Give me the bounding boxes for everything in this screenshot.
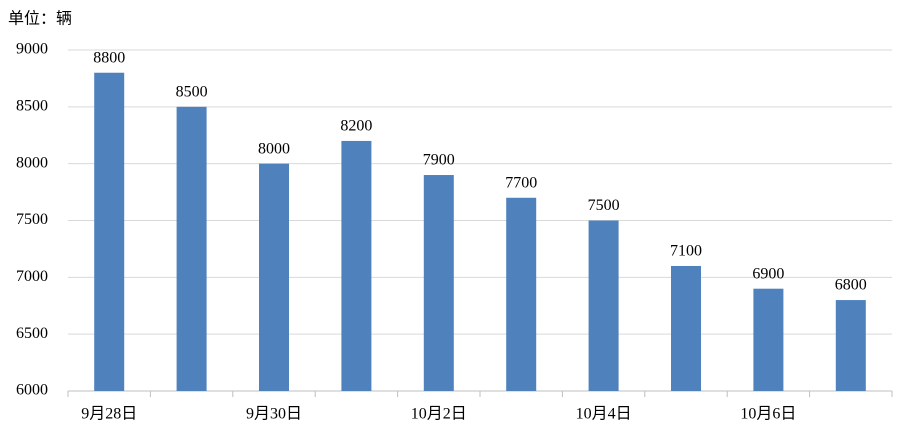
- bar: [588, 220, 619, 391]
- x-tick-label: 10月2日: [411, 406, 467, 423]
- y-tick-label: 6500: [16, 325, 48, 342]
- data-label: 8000: [258, 140, 290, 157]
- x-tick-label: 9月28日: [81, 406, 137, 423]
- y-tick-label: 9000: [16, 41, 48, 58]
- y-tick-label: 7000: [16, 268, 48, 285]
- data-label: 7900: [423, 152, 455, 169]
- bar: [423, 175, 454, 391]
- data-label: 7700: [505, 174, 537, 191]
- data-label: 8200: [340, 118, 372, 135]
- bar: [341, 140, 372, 391]
- bar: [259, 163, 289, 391]
- data-label: 6800: [835, 277, 867, 294]
- y-tick-label: 8000: [16, 154, 48, 171]
- bar: [506, 197, 537, 391]
- y-tick-label: 7500: [16, 211, 48, 228]
- data-label: 8500: [176, 84, 208, 101]
- bar: [176, 106, 207, 391]
- data-label: 7100: [670, 243, 702, 260]
- unit-label: 单位：辆: [8, 10, 72, 28]
- x-tick-label: 10月4日: [576, 406, 632, 423]
- data-label: 7500: [588, 197, 620, 214]
- bar: [671, 265, 701, 391]
- y-tick-label: 6000: [16, 382, 48, 399]
- bar: [94, 72, 125, 391]
- x-tick-label: 9月30日: [246, 406, 302, 423]
- data-label: 8800: [93, 49, 125, 66]
- x-tick-label: 10月6日: [740, 406, 796, 423]
- y-tick-label: 8500: [16, 98, 48, 115]
- data-label: 6900: [752, 265, 784, 282]
- bar: [753, 288, 784, 391]
- bar: [835, 300, 866, 391]
